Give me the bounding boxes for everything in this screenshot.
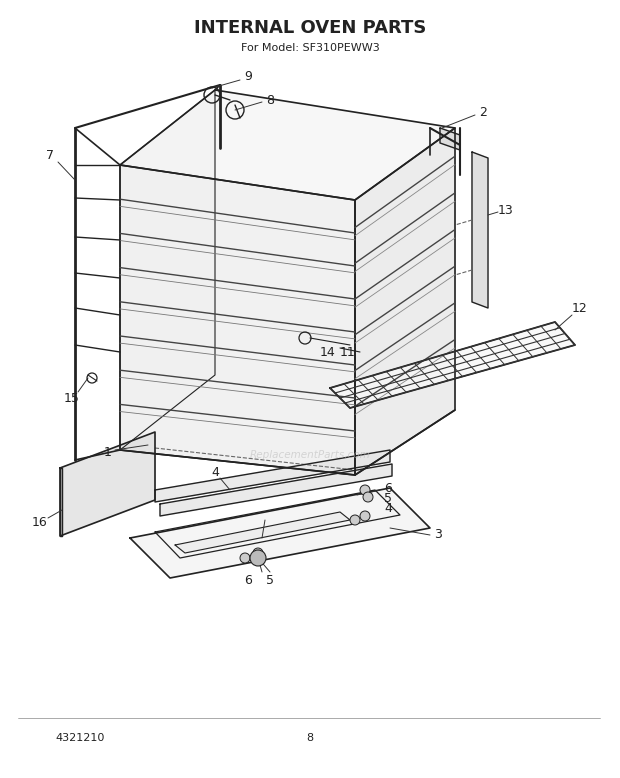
Polygon shape (155, 450, 390, 502)
Polygon shape (120, 165, 355, 475)
Text: 3: 3 (434, 528, 442, 541)
Polygon shape (472, 152, 488, 308)
Circle shape (253, 548, 263, 558)
Text: 6: 6 (384, 482, 392, 495)
Polygon shape (175, 512, 350, 553)
Text: 12: 12 (572, 302, 588, 314)
Text: 4321210: 4321210 (55, 733, 104, 743)
Text: 14: 14 (320, 345, 336, 359)
Polygon shape (440, 128, 460, 150)
Text: 6: 6 (244, 573, 252, 587)
Polygon shape (355, 128, 455, 475)
Text: 4: 4 (211, 465, 219, 478)
Text: 7: 7 (46, 149, 54, 162)
Text: 5: 5 (266, 573, 274, 587)
Polygon shape (330, 322, 575, 408)
Circle shape (360, 511, 370, 521)
Circle shape (250, 550, 266, 566)
Text: ReplacementParts.com: ReplacementParts.com (250, 450, 370, 460)
Text: 16: 16 (32, 516, 48, 528)
Circle shape (240, 553, 250, 563)
Text: 5: 5 (384, 492, 392, 504)
Circle shape (350, 515, 360, 525)
Circle shape (360, 485, 370, 495)
Polygon shape (130, 488, 430, 578)
Circle shape (363, 492, 373, 502)
Text: For Model: SF310PEWW3: For Model: SF310PEWW3 (241, 43, 379, 53)
Text: 8: 8 (266, 93, 274, 107)
Text: 4: 4 (384, 502, 392, 514)
Polygon shape (120, 90, 455, 200)
Text: 2: 2 (479, 106, 487, 118)
Polygon shape (120, 90, 215, 450)
Polygon shape (160, 464, 392, 516)
Text: 15: 15 (64, 391, 80, 405)
Text: 8: 8 (306, 733, 314, 743)
Text: 13: 13 (498, 204, 514, 216)
Polygon shape (60, 468, 62, 536)
Text: 9: 9 (244, 69, 252, 82)
Text: 1: 1 (104, 446, 112, 458)
Text: 11: 11 (340, 345, 356, 359)
Polygon shape (60, 432, 155, 536)
Text: INTERNAL OVEN PARTS: INTERNAL OVEN PARTS (194, 19, 426, 37)
